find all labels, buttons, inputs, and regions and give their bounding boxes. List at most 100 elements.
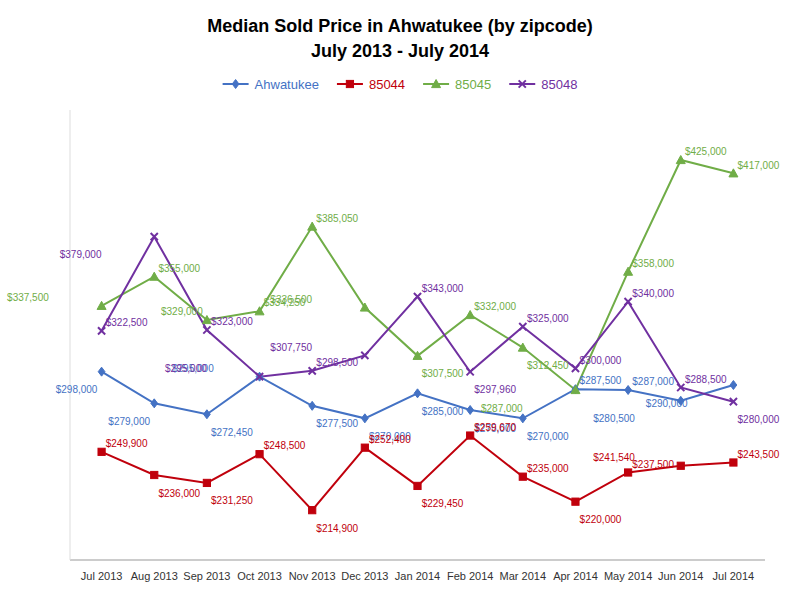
data-label: $295,000 <box>165 363 207 374</box>
x-tick-label: Feb 2014 <box>447 570 493 582</box>
data-label: $312,450 <box>527 360 569 371</box>
data-label: $290,000 <box>646 398 688 409</box>
x-tick-label: Mar 2014 <box>500 570 546 582</box>
data-point <box>466 311 475 319</box>
data-label: $248,500 <box>264 440 306 451</box>
x-tick-label: Jul 2013 <box>81 570 123 582</box>
data-label: $229,450 <box>422 498 464 509</box>
x-axis-line <box>70 560 765 561</box>
data-label: $329,000 <box>161 306 203 317</box>
data-point <box>413 351 422 359</box>
data-label: $287,000 <box>481 403 523 414</box>
x-tick-label: Dec 2013 <box>341 570 388 582</box>
data-point <box>518 343 527 351</box>
data-point <box>414 389 421 398</box>
data-point <box>256 373 263 380</box>
x-tick-label: Nov 2013 <box>289 570 336 582</box>
data-label: $252,400 <box>369 434 411 445</box>
data-label: $272,450 <box>211 427 253 438</box>
legend-item: 85048 <box>509 77 577 92</box>
subtitle: July 2013 - July 2014 <box>311 41 489 61</box>
chart: Median Sold Price in Ahwatukee (by zipco… <box>0 0 800 613</box>
data-point <box>676 156 685 164</box>
data-point <box>150 272 159 280</box>
data-point <box>361 414 368 423</box>
data-label: $236,000 <box>158 488 200 499</box>
legend-label: 85045 <box>455 77 491 92</box>
data-point <box>730 398 737 405</box>
data-label: $343,000 <box>422 283 464 294</box>
data-label: $288,500 <box>685 374 727 385</box>
x-tick-label: Jul 2014 <box>713 570 755 582</box>
data-point <box>519 414 526 423</box>
x-tick-label: Apr 2014 <box>553 570 598 582</box>
data-label: $259,670 <box>474 422 516 433</box>
legend-marker <box>519 80 526 87</box>
data-point <box>467 432 474 439</box>
data-label: $417,000 <box>738 160 780 171</box>
data-label: $307,750 <box>270 342 312 353</box>
legend-label: 85044 <box>369 77 405 92</box>
series-line <box>102 160 734 390</box>
data-point <box>98 448 105 455</box>
data-label: $243,500 <box>738 449 780 460</box>
data-label: $325,000 <box>527 313 569 324</box>
data-label: $279,000 <box>108 416 150 427</box>
data-point <box>677 462 684 469</box>
legend-marker <box>346 80 353 87</box>
data-point <box>677 384 684 391</box>
data-label: $249,900 <box>106 438 148 449</box>
data-point <box>151 399 158 408</box>
data-point <box>572 498 579 505</box>
data-label: $231,250 <box>211 495 253 506</box>
data-label: $323,000 <box>211 316 253 327</box>
x-tick-label: Jun 2014 <box>658 570 703 582</box>
data-point <box>414 482 421 489</box>
data-point <box>625 298 632 305</box>
legend-item: 85044 <box>337 77 405 92</box>
data-label: $425,000 <box>685 146 727 157</box>
data-point <box>202 316 211 324</box>
x-tick-label: May 2014 <box>604 570 652 582</box>
x-tick-label: Aug 2013 <box>131 570 178 582</box>
data-labels: $298,000$279,000$272,450$295,000$277,500… <box>7 146 780 534</box>
data-label: $287,000 <box>632 376 674 387</box>
legend-label: Ahwatukee <box>255 77 319 92</box>
data-point <box>151 471 158 478</box>
data-point <box>625 386 632 395</box>
data-label: $298,500 <box>316 357 358 368</box>
data-point <box>203 479 210 486</box>
y-range-line <box>70 110 71 560</box>
data-label: $307,500 <box>422 368 464 379</box>
data-point <box>309 507 316 514</box>
data-point <box>729 169 738 177</box>
data-label: $332,000 <box>474 301 516 312</box>
data-label: $277,500 <box>316 418 358 429</box>
x-tick-label: Jan 2014 <box>395 570 440 582</box>
data-point <box>309 401 316 410</box>
data-point <box>360 303 369 311</box>
data-label: $287,500 <box>580 375 622 386</box>
data-point <box>361 352 368 359</box>
data-point <box>256 372 263 381</box>
data-point <box>97 301 106 309</box>
data-label: $336,500 <box>270 294 312 305</box>
data-point <box>624 267 633 275</box>
data-label: $340,000 <box>632 288 674 299</box>
data-point <box>572 365 579 372</box>
data-point <box>151 233 158 240</box>
data-point <box>519 323 526 330</box>
series-line <box>102 436 734 511</box>
data-point <box>519 473 526 480</box>
data-point <box>625 469 632 476</box>
data-point <box>255 307 264 315</box>
title: Median Sold Price in Ahwatukee (by zipco… <box>207 16 592 36</box>
data-label: $280,500 <box>593 413 635 424</box>
data-label: $270,000 <box>527 431 569 442</box>
plot-area <box>97 156 738 514</box>
data-point <box>730 459 737 466</box>
data-label: $285,000 <box>422 406 464 417</box>
data-label: $337,500 <box>7 292 49 303</box>
x-tick-label: Oct 2013 <box>237 570 282 582</box>
data-point <box>203 326 210 333</box>
